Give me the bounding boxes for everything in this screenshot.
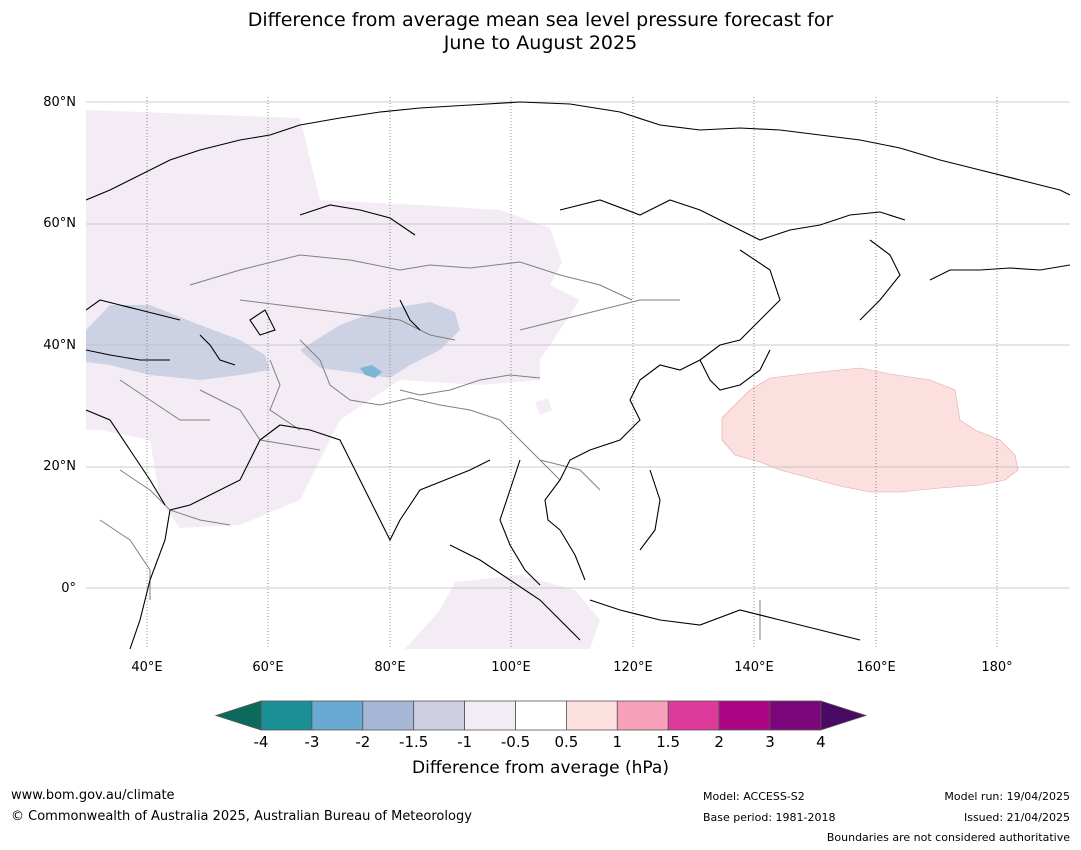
colorbar-tick: -0.5 (500, 733, 531, 751)
anomaly-region-neg1-west (86, 110, 580, 528)
copyright-text: © Commonwealth of Australia 2025, Austra… (11, 809, 472, 824)
colorbar-over-triangle (820, 700, 868, 731)
lat-label-60n: 60°N (43, 216, 76, 231)
map-title: Difference from average mean sea level p… (0, 9, 1081, 55)
lon-label-120e: 120°E (613, 660, 653, 675)
colorbar-tick: 1.5 (656, 733, 681, 751)
colorbar-tick: 4 (816, 733, 826, 751)
colorbar-cell (464, 700, 516, 731)
lon-gridlines (146, 97, 998, 649)
bom-url[interactable]: www.bom.gov.au/climate (11, 788, 175, 803)
colorbar-cell (515, 700, 567, 731)
anomaly-region-neg3 (360, 365, 382, 378)
colorbar-cell (260, 700, 313, 731)
colorbar-label: Difference from average (hPa) (412, 758, 669, 778)
colorbar-tick: 1 (612, 733, 623, 751)
model-name: Model: ACCESS-S2 (703, 790, 805, 803)
anomaly-region-neg2-b (300, 302, 460, 378)
lon-label-80e: 80°E (374, 660, 406, 675)
colorbar-cell (311, 700, 364, 731)
colorbar-under-triangle (214, 700, 262, 731)
colorbar-tick: 3 (765, 733, 775, 751)
base-period: Base period: 1981-2018 (703, 811, 836, 824)
lon-label-100e: 100°E (491, 660, 531, 675)
anomaly-region-neg1-spot (535, 398, 552, 415)
boundaries-disclaimer: Boundaries are not considered authoritat… (826, 831, 1070, 844)
lat-gridlines (86, 101, 1070, 589)
lon-label-40e: 40°E (131, 660, 163, 675)
lat-label-80n: 80°N (43, 95, 76, 110)
coastlines (86, 101, 1070, 649)
colorbar-cell (718, 700, 771, 731)
colorbar-cell (769, 700, 822, 731)
issued-date: Issued: 21/04/2025 (963, 811, 1070, 824)
lat-label-0: 0° (61, 581, 76, 596)
colorbar-tick: -4 (253, 733, 269, 751)
lon-label-140e: 140°E (734, 660, 774, 675)
colorbar-tick: 0.5 (554, 733, 579, 751)
colorbar-cell (362, 700, 415, 731)
colorbar-tick: -1 (457, 733, 473, 751)
colorbar-cell (413, 700, 466, 731)
colorbar-tick: -1.5 (399, 733, 429, 751)
pressure-anomaly-map (86, 97, 1070, 649)
lon-label-180: 180° (981, 660, 1013, 675)
title-line-2: June to August 2025 (443, 32, 638, 54)
colorbar-tick: -3 (304, 733, 320, 751)
lon-label-160e: 160°E (856, 660, 896, 675)
lat-label-40n: 40°N (43, 338, 76, 353)
country-borders (99, 254, 761, 640)
colorbar-tick: -2 (355, 733, 371, 751)
colorbar-cell (616, 700, 669, 731)
model-run-date: Model run: 19/04/2025 (944, 790, 1070, 803)
colorbar-cell (566, 700, 618, 731)
colorbar-tick: 2 (714, 733, 724, 751)
anomaly-region-pos05 (721, 367, 1019, 493)
lon-label-60e: 60°E (252, 660, 284, 675)
colorbar-cell (667, 700, 720, 731)
lat-label-20n: 20°N (43, 459, 76, 474)
anomaly-region-neg1-south (405, 575, 600, 649)
title-line-1: Difference from average mean sea level p… (247, 9, 834, 31)
